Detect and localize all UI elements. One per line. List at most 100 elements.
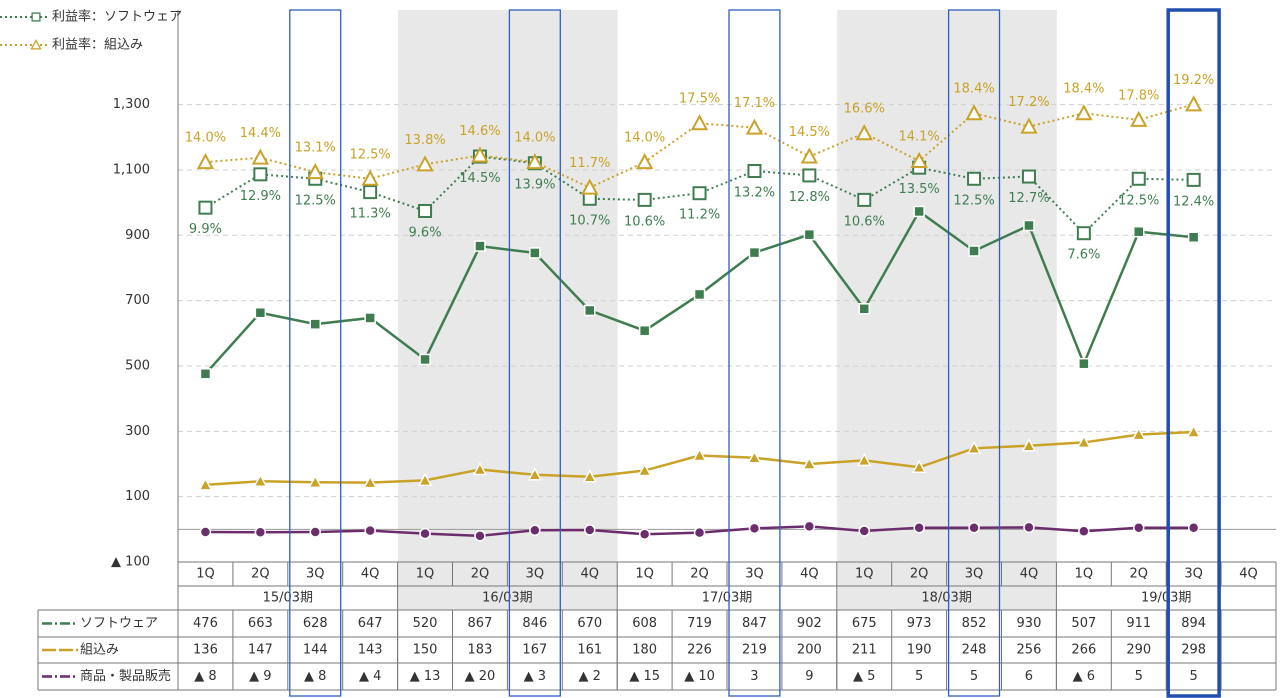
data-label: 9.9% bbox=[189, 222, 222, 237]
table-cell: ▲ 8 bbox=[304, 669, 326, 684]
marker bbox=[1075, 104, 1093, 121]
table-cell: ▲ 15 bbox=[629, 669, 660, 684]
marker bbox=[1186, 424, 1201, 438]
table-cell: 136 bbox=[193, 643, 218, 658]
marker bbox=[527, 467, 543, 481]
marker bbox=[855, 124, 873, 141]
table-cell: 476 bbox=[193, 616, 218, 631]
table-cell: 852 bbox=[962, 616, 987, 631]
data-label: 14.1% bbox=[898, 130, 939, 145]
data-label: 13.9% bbox=[514, 178, 555, 193]
marker bbox=[913, 205, 925, 218]
table-cell: 3 bbox=[750, 669, 758, 684]
marker bbox=[1020, 117, 1038, 134]
table-cell: 847 bbox=[742, 616, 767, 631]
marker bbox=[802, 168, 817, 183]
marker bbox=[1078, 357, 1090, 370]
marker bbox=[199, 526, 212, 538]
table-cell: ▲ 10 bbox=[684, 669, 715, 684]
marker bbox=[857, 192, 872, 207]
data-label: 12.9% bbox=[240, 189, 281, 204]
data-label: 12.5% bbox=[953, 193, 994, 208]
marker bbox=[1133, 225, 1145, 238]
marker bbox=[965, 104, 983, 121]
data-label: 13.1% bbox=[295, 141, 336, 156]
table-cell: 520 bbox=[413, 616, 438, 631]
x-tick-label: 4Q bbox=[800, 567, 819, 582]
marker bbox=[364, 524, 376, 537]
marker bbox=[474, 240, 486, 252]
legend-label: 利益率：組込み bbox=[52, 37, 143, 53]
x-tick-label: 4Q bbox=[1020, 567, 1039, 582]
x-tick-label: 2Q bbox=[910, 567, 929, 582]
y-tick-label: ▲ 100 bbox=[111, 555, 150, 570]
marker bbox=[198, 477, 213, 491]
marker bbox=[253, 473, 268, 488]
marker bbox=[1021, 169, 1036, 184]
table-cell: 298 bbox=[1181, 643, 1206, 658]
table-cell: 143 bbox=[358, 643, 383, 658]
table-cell: ▲ 4 bbox=[359, 669, 381, 684]
data-label: 14.6% bbox=[459, 124, 500, 139]
marker bbox=[362, 475, 378, 489]
marker bbox=[361, 169, 379, 186]
marker bbox=[747, 450, 762, 464]
marker bbox=[309, 526, 321, 538]
marker bbox=[635, 153, 654, 170]
marker bbox=[471, 146, 489, 163]
row-label: 組込み bbox=[80, 643, 119, 658]
data-label: 18.4% bbox=[953, 82, 994, 97]
x-tick-label: 1Q bbox=[1075, 567, 1094, 582]
x-tick-label: 2Q bbox=[471, 567, 490, 582]
data-label: 18.4% bbox=[1063, 82, 1104, 97]
table-cell: 211 bbox=[852, 643, 877, 658]
marker bbox=[419, 527, 431, 540]
x-tick-label: 3Q bbox=[306, 567, 325, 582]
marker bbox=[1023, 219, 1035, 232]
x-tick-label: 3Q bbox=[526, 567, 545, 582]
y-tick-label: 100 bbox=[125, 489, 150, 504]
marker bbox=[1021, 438, 1037, 452]
marker bbox=[968, 521, 980, 534]
data-label: 14.0% bbox=[624, 131, 665, 146]
marker bbox=[584, 304, 596, 317]
marker bbox=[309, 318, 321, 330]
table-cell: 5 bbox=[970, 669, 978, 684]
data-label: 14.5% bbox=[459, 171, 500, 186]
marker bbox=[1187, 521, 1200, 534]
highlight-box bbox=[289, 9, 342, 697]
marker bbox=[748, 246, 761, 259]
group-label: 17/03期 bbox=[702, 591, 752, 606]
marker bbox=[254, 526, 267, 539]
table-cell: ▲ 8 bbox=[194, 669, 216, 684]
data-label: 16.6% bbox=[844, 102, 885, 117]
x-tick-label: 2Q bbox=[1129, 567, 1148, 582]
data-label: 11.3% bbox=[349, 207, 390, 222]
y-tick-label: 900 bbox=[125, 228, 150, 243]
marker bbox=[198, 200, 213, 215]
marker bbox=[196, 153, 215, 170]
marker bbox=[1131, 427, 1147, 441]
data-label: 10.6% bbox=[844, 214, 885, 229]
table-cell: 911 bbox=[1126, 616, 1151, 631]
data-label: 17.8% bbox=[1118, 88, 1159, 103]
table-cell: 5 bbox=[1190, 669, 1198, 684]
marker bbox=[856, 452, 872, 467]
marker bbox=[693, 288, 706, 301]
marker bbox=[529, 524, 541, 537]
data-label: 11.2% bbox=[679, 208, 720, 223]
marker bbox=[1076, 226, 1091, 241]
x-tick-label: 3Q bbox=[745, 567, 764, 582]
data-label: 12.5% bbox=[1118, 193, 1159, 208]
marker bbox=[858, 303, 870, 315]
marker bbox=[637, 462, 652, 477]
marker bbox=[416, 155, 434, 172]
table-cell: 226 bbox=[687, 643, 712, 658]
highlight-box bbox=[508, 9, 561, 697]
marker bbox=[637, 192, 652, 207]
x-tick-label: 1Q bbox=[855, 567, 874, 582]
y-tick-label: 300 bbox=[125, 424, 150, 439]
marker bbox=[748, 522, 761, 535]
row-label: 商品・製品販売 bbox=[80, 668, 171, 684]
